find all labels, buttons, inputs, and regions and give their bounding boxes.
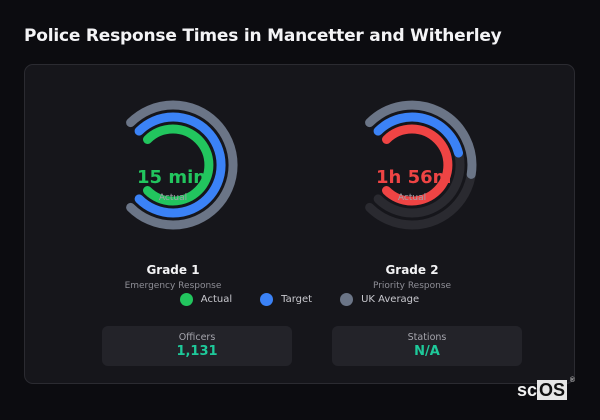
registered-mark-icon: ® (569, 377, 576, 384)
gauge-description: Emergency Response (124, 281, 222, 291)
radial-chart-grade-1 (126, 100, 238, 230)
gauge-value-label: Actual (397, 193, 427, 203)
gauge-name: Grade 2 (385, 263, 439, 277)
chart-legend: Actual Target UK Average (25, 293, 574, 306)
actual-arc (143, 124, 214, 206)
brand-logo: sc OS ® (517, 377, 575, 401)
logo-prefix: sc (517, 380, 538, 400)
gauge-name: Grade 1 (146, 263, 200, 277)
gauge-grade-1: 15 min Actual Grade 1 Emergency Response (93, 85, 253, 291)
uk-average-arc (365, 100, 477, 179)
gauge-value-label: Actual (158, 193, 188, 203)
radial-chart-grade-2 (365, 100, 477, 230)
stat-label: Stations (407, 332, 447, 343)
stat-value: N/A (414, 344, 440, 359)
legend-item-uk-average[interactable]: UK Average (340, 293, 419, 306)
stat-value: 1,131 (176, 344, 218, 359)
stat-card-stations: Stations N/A (332, 326, 522, 366)
page-title: Police Response Times in Mancetter and W… (24, 26, 502, 46)
logo-highlight: OS (537, 380, 568, 400)
gauge-grade-2: 1h 56m Actual Grade 2 Priority Response (332, 85, 492, 291)
stat-label: Officers (178, 332, 216, 343)
actual-arc (382, 124, 453, 206)
legend-label: UK Average (361, 294, 420, 305)
chart-panel: 15 min Actual Grade 1 Emergency Response… (24, 64, 575, 384)
stat-card-officers: Officers 1,131 (102, 326, 292, 366)
legend-label: Target (281, 294, 313, 305)
target-arc (134, 112, 226, 218)
gauge-description: Priority Response (372, 281, 452, 291)
uk-average-arc (126, 100, 238, 230)
legend-dot-icon (260, 293, 274, 306)
legend-dot-icon (179, 293, 193, 306)
legend-item-actual[interactable]: Actual (179, 293, 233, 306)
gauge-value: 15 min (137, 167, 207, 188)
legend-item-target[interactable]: Target (260, 293, 312, 306)
legend-label: Actual (200, 294, 233, 305)
target-arc (373, 112, 463, 158)
gauge-value: 1h 56m (376, 167, 452, 188)
legend-dot-icon (340, 293, 354, 306)
